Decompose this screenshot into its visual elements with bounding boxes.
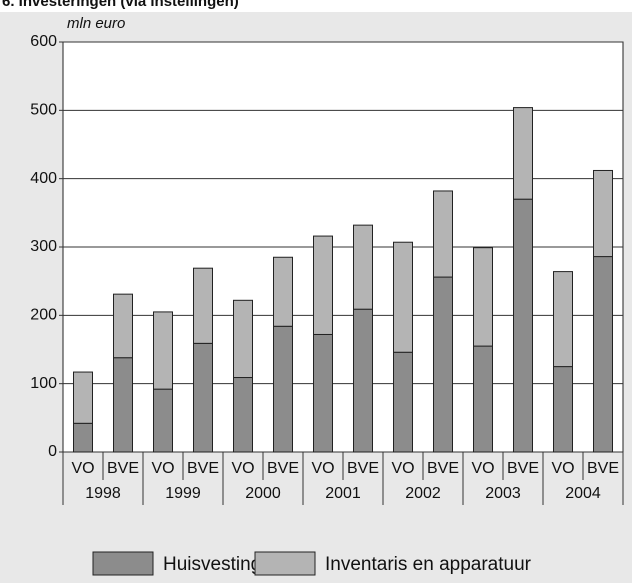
x-group-label: 2002 <box>405 485 441 502</box>
bar-segment <box>273 256 293 327</box>
bar-segment <box>273 325 293 453</box>
bar-segment <box>393 241 413 353</box>
x-tick-label: BVE <box>347 460 379 477</box>
bar-segment <box>513 107 533 200</box>
x-tick-label: BVE <box>187 460 219 477</box>
legend-label: Inventaris en apparatuur <box>325 554 532 575</box>
x-tick-label: VO <box>311 460 334 477</box>
x-group-label: 2000 <box>245 485 281 502</box>
x-tick-label: BVE <box>587 460 619 477</box>
x-group-label: 2003 <box>485 485 521 502</box>
x-tick-label: BVE <box>107 460 139 477</box>
bar-segment <box>233 377 253 453</box>
bar-segment <box>553 271 573 368</box>
x-tick-label: VO <box>71 460 94 477</box>
bar-segment <box>473 247 493 347</box>
bar-segment <box>393 351 413 453</box>
bar-segment <box>553 366 573 453</box>
legend-label: Huisvesting <box>163 554 261 575</box>
bar-segment <box>153 311 173 390</box>
y-axis-label: mln euro <box>67 15 125 32</box>
y-tick-label: 200 <box>30 307 57 324</box>
x-tick-label: VO <box>391 460 414 477</box>
bar-segment <box>233 299 253 379</box>
x-tick-label: BVE <box>507 460 539 477</box>
bar-segment <box>113 357 133 453</box>
bar-segment <box>73 371 93 424</box>
bar-segment <box>193 267 213 344</box>
legend-swatch <box>92 551 154 576</box>
bar-segment <box>433 276 453 453</box>
bar-segment <box>513 198 533 453</box>
x-tick-label: VO <box>471 460 494 477</box>
y-tick-label: 100 <box>30 375 57 392</box>
x-group-label: 2004 <box>565 485 601 502</box>
x-tick-label: VO <box>231 460 254 477</box>
bar-segment <box>73 422 93 453</box>
y-tick-label: 300 <box>30 238 57 255</box>
x-tick-label: VO <box>151 460 174 477</box>
x-tick-label: VO <box>551 460 574 477</box>
x-group-label: 2001 <box>325 485 361 502</box>
bar-segment <box>353 224 373 310</box>
y-tick-label: 600 <box>30 33 57 50</box>
x-group-label: 1999 <box>165 485 201 502</box>
bar-segment <box>593 169 613 258</box>
legend-swatch <box>254 551 316 576</box>
bar-segment <box>113 293 133 359</box>
bar-segment <box>593 256 613 453</box>
bar-segment <box>473 345 493 453</box>
y-tick-label: 400 <box>30 170 57 187</box>
y-tick-label: 0 <box>48 443 57 460</box>
x-group-label: 1998 <box>85 485 121 502</box>
y-tick-label: 500 <box>30 102 57 119</box>
bar-segment <box>193 342 213 453</box>
bar-segment <box>313 333 333 453</box>
x-tick-label: BVE <box>267 460 299 477</box>
x-tick-label: BVE <box>427 460 459 477</box>
bar-segment <box>313 235 333 335</box>
bar-segment <box>433 190 453 278</box>
chart-title: 6. Investeringen (via instellingen) <box>2 0 239 10</box>
bar-segment <box>353 308 373 453</box>
bar-segment <box>153 388 173 453</box>
